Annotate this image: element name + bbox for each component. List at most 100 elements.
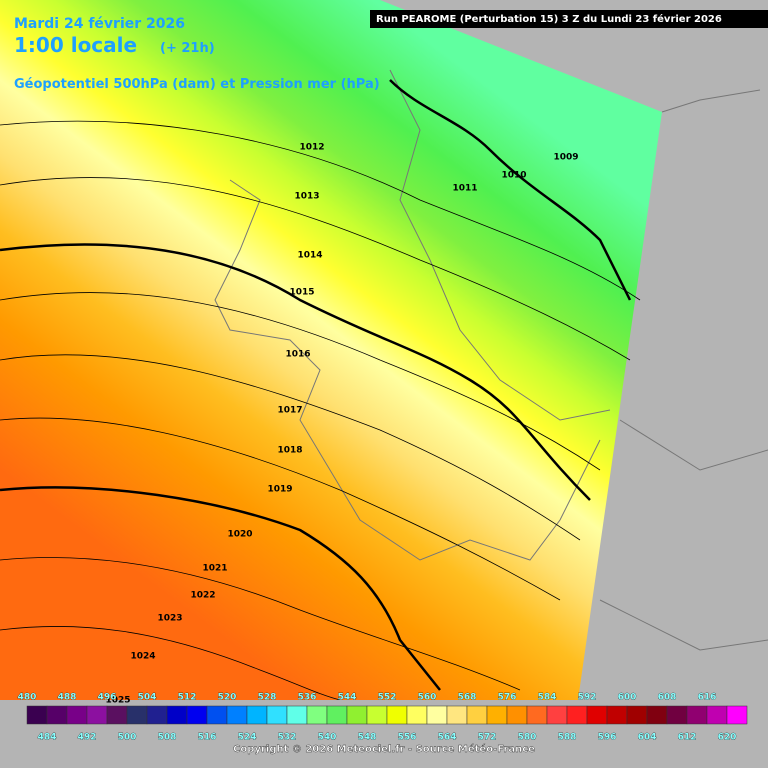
color-swatch xyxy=(406,705,428,725)
colorbar-label: 608 xyxy=(658,693,677,703)
color-swatch xyxy=(86,705,108,725)
colorbar-label: 548 xyxy=(358,733,377,743)
color-swatch xyxy=(726,705,748,725)
color-swatch xyxy=(266,705,288,725)
isobar-label: 1017 xyxy=(277,406,302,416)
colorbar-label: 576 xyxy=(498,693,517,703)
isobar-label: 1018 xyxy=(277,446,302,456)
colorbar-label: 492 xyxy=(78,733,97,743)
colorbar-label: 488 xyxy=(58,693,77,703)
colorbar-label: 556 xyxy=(398,733,417,743)
colorbar-label: 540 xyxy=(318,733,337,743)
colorbar-label: 612 xyxy=(678,733,697,743)
color-swatch xyxy=(346,705,368,725)
copyright: Copyright © 2026 Meteociel.fr - Source M… xyxy=(233,743,535,755)
color-swatch xyxy=(186,705,208,725)
color-swatch xyxy=(26,705,48,725)
colorbar-label: 508 xyxy=(158,733,177,743)
isobar-label: 1021 xyxy=(202,564,227,574)
colorbar-label: 484 xyxy=(38,733,57,743)
colorbar-label: 588 xyxy=(558,733,577,743)
isobar-label: 1020 xyxy=(227,530,252,540)
color-swatch xyxy=(586,705,608,725)
color-swatch xyxy=(106,705,128,725)
run-box xyxy=(370,10,768,28)
color-swatch xyxy=(646,705,668,725)
colorbar-label: 520 xyxy=(218,693,237,703)
isobar-label: 1009 xyxy=(553,153,578,163)
isobar-label: 1024 xyxy=(130,652,155,662)
colorbar-label: 564 xyxy=(438,733,457,743)
color-swatch xyxy=(686,705,708,725)
isobar-label: 1015 xyxy=(289,288,314,298)
lead-time: (+ 21h) xyxy=(160,41,215,56)
color-swatch xyxy=(286,705,308,725)
isobar-label: 1019 xyxy=(267,485,292,495)
colorbar-label: 616 xyxy=(698,693,717,703)
color-swatch xyxy=(226,705,248,725)
field-title: Géopotentiel 500hPa (dam) et Pression me… xyxy=(14,77,380,92)
isobar-label: 1011 xyxy=(452,184,477,194)
color-swatch xyxy=(566,705,588,725)
colorbar-label: 500 xyxy=(118,733,137,743)
color-swatch xyxy=(546,705,568,725)
colorbar-label: 528 xyxy=(258,693,277,703)
colorbar-label: 580 xyxy=(518,733,537,743)
color-swatch xyxy=(446,705,468,725)
date: Mardi 24 février 2026 xyxy=(14,16,185,32)
isobar-label: 1016 xyxy=(285,350,310,360)
isobar-label: 1010 xyxy=(501,171,526,181)
colorbar-label: 524 xyxy=(238,733,257,743)
isobars xyxy=(0,120,641,701)
isobar-label: 1022 xyxy=(190,591,215,601)
colorbar-label: 536 xyxy=(298,693,317,703)
color-swatch xyxy=(146,705,168,725)
run-title: Run PEAROME (Perturbation 15) 3 Z du Lun… xyxy=(376,13,722,25)
color-swatch xyxy=(66,705,88,725)
color-swatch xyxy=(366,705,388,725)
isobar-label: 1013 xyxy=(294,192,319,202)
color-swatch xyxy=(506,705,528,725)
color-swatch xyxy=(706,705,728,725)
isobar-label: 1023 xyxy=(157,614,182,624)
colorbar-label: 504 xyxy=(138,693,157,703)
color-swatch xyxy=(326,705,348,725)
bold-isobars xyxy=(0,79,632,691)
color-swatch xyxy=(46,705,68,725)
color-swatch xyxy=(426,705,448,725)
colorbar-label: 552 xyxy=(378,693,397,703)
colorbar-label: 596 xyxy=(598,733,617,743)
colorbar-label: 512 xyxy=(178,693,197,703)
color-swatch xyxy=(466,705,488,725)
time: 1:00 locale xyxy=(14,33,137,57)
colorbar-label: 496 xyxy=(98,693,117,703)
colorbar-label: 600 xyxy=(618,693,637,703)
colorbar-label: 532 xyxy=(278,733,297,743)
color-swatch xyxy=(126,705,148,725)
colorbar-label: 592 xyxy=(578,693,597,703)
color-swatch xyxy=(666,705,688,725)
color-swatch xyxy=(166,705,188,725)
colorbar-label: 572 xyxy=(478,733,497,743)
color-swatch xyxy=(526,705,548,725)
colorbar-label: 516 xyxy=(198,733,217,743)
color-swatch xyxy=(206,705,228,725)
colorbar-label: 604 xyxy=(638,733,657,743)
colorbar-label: 480 xyxy=(18,693,37,703)
color-swatch xyxy=(626,705,648,725)
colorbar-label: 544 xyxy=(338,693,357,703)
isobar-label: 1025 xyxy=(105,696,130,706)
isobar-label: 1012 xyxy=(299,143,324,153)
color-swatch xyxy=(386,705,408,725)
color-swatch xyxy=(306,705,328,725)
color-swatch xyxy=(606,705,628,725)
color-swatch xyxy=(486,705,508,725)
color-swatch xyxy=(246,705,268,725)
colorbar-label: 584 xyxy=(538,693,557,703)
colorbar-label: 568 xyxy=(458,693,477,703)
isobar-label: 1014 xyxy=(297,251,322,261)
field-area xyxy=(0,0,662,700)
colorbar-label: 620 xyxy=(718,733,737,743)
colorbar-label: 560 xyxy=(418,693,437,703)
